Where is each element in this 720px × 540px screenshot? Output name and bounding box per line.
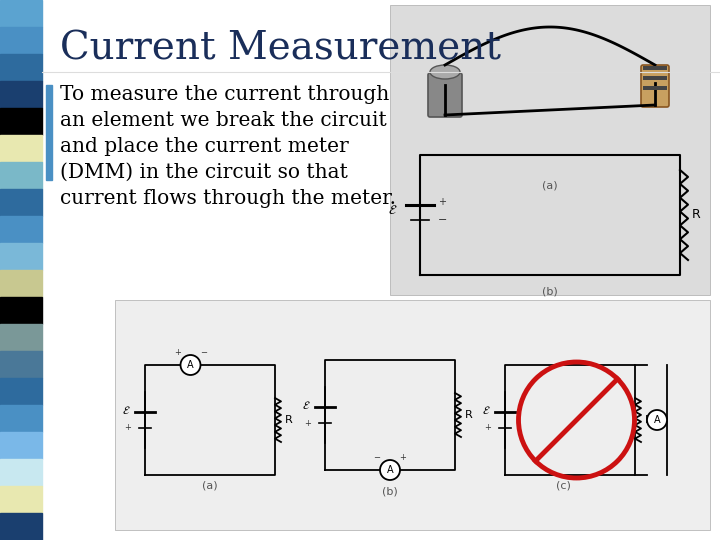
Bar xyxy=(0,216,42,243)
Text: To measure the current through: To measure the current through xyxy=(60,85,390,104)
Bar xyxy=(0,324,42,351)
Circle shape xyxy=(647,410,667,430)
Bar xyxy=(0,432,42,459)
Text: (a): (a) xyxy=(542,180,558,190)
Bar xyxy=(0,297,42,324)
Text: +: + xyxy=(438,197,446,207)
Ellipse shape xyxy=(430,65,460,79)
Text: current flows through the meter.: current flows through the meter. xyxy=(60,189,396,208)
Text: and place the current meter: and place the current meter xyxy=(60,137,348,156)
Bar xyxy=(643,66,667,70)
Bar xyxy=(0,189,42,216)
Bar xyxy=(0,351,42,378)
Bar xyxy=(0,243,42,270)
FancyBboxPatch shape xyxy=(641,65,669,107)
Bar xyxy=(643,86,667,90)
Text: −: − xyxy=(200,348,207,357)
Text: $\mathcal{E}$: $\mathcal{E}$ xyxy=(389,204,398,217)
Text: Current Measurement: Current Measurement xyxy=(60,30,501,67)
Text: $\mathcal{E}$: $\mathcal{E}$ xyxy=(302,399,311,411)
Bar xyxy=(0,135,42,162)
Text: (c): (c) xyxy=(556,481,571,491)
Text: an element we break the circuit: an element we break the circuit xyxy=(60,111,387,130)
Bar xyxy=(0,54,42,81)
Text: +: + xyxy=(304,418,311,428)
Text: $\mathcal{E}$: $\mathcal{E}$ xyxy=(122,404,131,416)
Text: (b): (b) xyxy=(382,486,398,496)
Text: R: R xyxy=(465,410,473,420)
Text: +: + xyxy=(124,423,131,433)
Bar xyxy=(0,270,42,297)
Bar xyxy=(0,162,42,189)
Bar xyxy=(46,85,52,180)
Text: $\mathcal{E}$: $\mathcal{E}$ xyxy=(482,404,491,416)
Bar xyxy=(115,300,710,530)
Bar xyxy=(0,459,42,486)
Bar xyxy=(390,5,710,295)
Bar xyxy=(0,81,42,108)
Text: (a): (a) xyxy=(202,481,218,491)
Bar xyxy=(0,108,42,135)
Bar xyxy=(0,486,42,513)
Text: R: R xyxy=(645,415,653,425)
FancyBboxPatch shape xyxy=(428,73,462,117)
Bar xyxy=(0,513,42,540)
Text: (DMM) in the circuit so that: (DMM) in the circuit so that xyxy=(60,163,348,182)
Bar xyxy=(0,0,42,27)
Text: (b): (b) xyxy=(542,287,558,297)
Text: −: − xyxy=(374,453,380,462)
Circle shape xyxy=(181,355,200,375)
Text: A: A xyxy=(387,465,393,475)
Text: R: R xyxy=(285,415,293,425)
Circle shape xyxy=(380,460,400,480)
Text: +: + xyxy=(174,348,181,357)
Bar xyxy=(0,378,42,405)
Text: A: A xyxy=(187,360,194,370)
Text: +: + xyxy=(484,423,491,433)
Text: −: − xyxy=(438,215,447,225)
Bar xyxy=(643,76,667,80)
Text: R: R xyxy=(692,208,701,221)
Text: +: + xyxy=(400,453,406,462)
Text: A: A xyxy=(654,415,660,425)
Bar xyxy=(0,405,42,432)
Bar xyxy=(0,27,42,54)
